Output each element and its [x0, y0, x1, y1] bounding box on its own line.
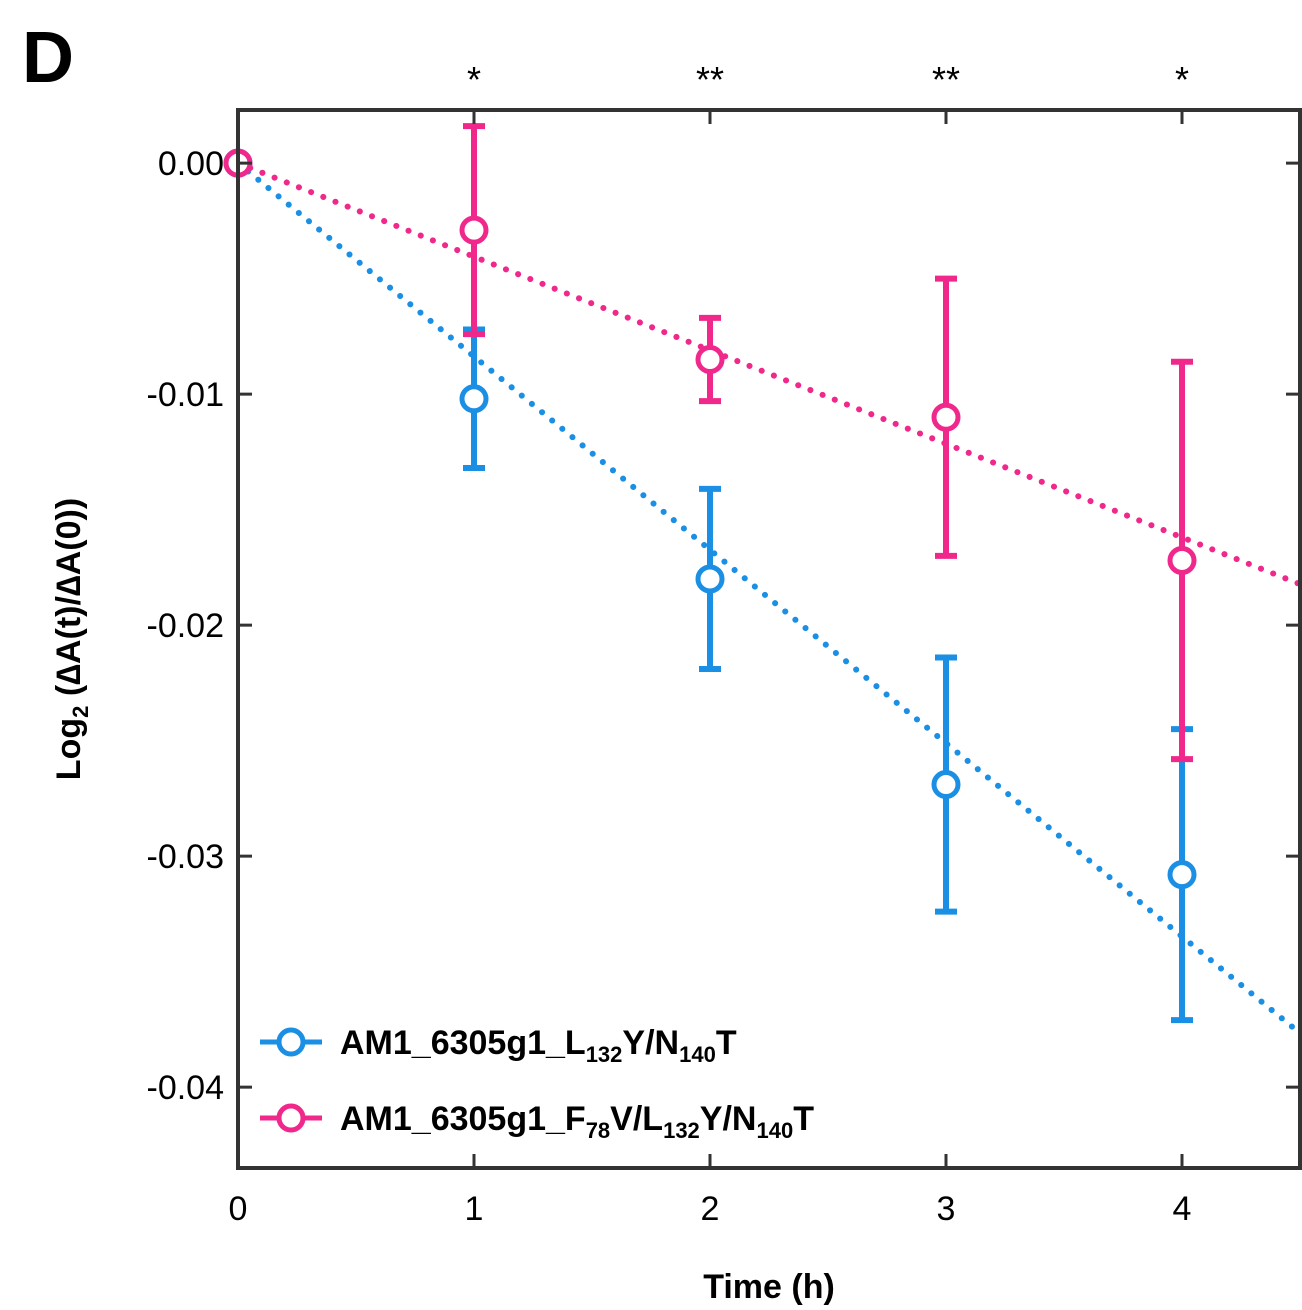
x-axis-title: Time (h) — [703, 1268, 835, 1306]
legend-label-part: 132 — [586, 1042, 623, 1067]
y-tick-label: -0.03 — [147, 838, 225, 876]
legend-label-part: Y/N — [700, 1100, 757, 1138]
legend-label-part: 132 — [663, 1118, 700, 1143]
significance-marker: ** — [932, 59, 960, 100]
legend-label-part: 78 — [586, 1118, 610, 1143]
y-axis: 0.00 -0.01 -0.02 -0.03 -0.04 — [147, 145, 1300, 1107]
y-axis-title-part: A(0)) — [50, 498, 88, 575]
significance-marker: * — [467, 59, 481, 100]
y-tick-label: -0.04 — [147, 1069, 225, 1107]
y-tick-label: 0.00 — [158, 145, 224, 183]
legend-marker — [276, 1103, 306, 1133]
legend-label-part: Y/N — [622, 1024, 679, 1062]
data-point — [459, 384, 489, 414]
y-tick-label: -0.01 — [147, 376, 225, 414]
data-point — [695, 564, 725, 594]
legend-label-part: 140 — [756, 1118, 793, 1143]
x-axis: 0 1 2 3 4 — [229, 110, 1192, 1228]
data-point — [695, 344, 725, 374]
y-axis-title: Log2 (∆A(t)/∆A(0)) — [50, 498, 93, 780]
legend-label: AM1_6305g1_L132Y/N140T — [340, 1024, 737, 1067]
x-tick-label: 1 — [465, 1190, 484, 1228]
fit-line-1 — [235, 160, 1302, 1037]
plot-frame — [236, 108, 1302, 1170]
legend-label-part: 140 — [679, 1042, 716, 1067]
significance-markers: * ** ** * — [467, 59, 1189, 100]
significance-marker: * — [1175, 59, 1189, 100]
data-point — [1167, 860, 1197, 890]
x-tick-label: 3 — [937, 1190, 956, 1228]
y-axis-title-part: ∆ — [50, 575, 88, 596]
legend-label-part: V/L — [610, 1100, 663, 1138]
y-tick-label: -0.02 — [147, 607, 225, 645]
y-axis-title-part: ∆ — [50, 664, 88, 685]
y-axis-title-part: ( — [50, 684, 88, 705]
legend-marker — [276, 1027, 306, 1057]
data-point — [931, 402, 961, 432]
panel-label: D — [22, 18, 74, 98]
fit-line-2 — [235, 160, 1302, 588]
data-point — [931, 770, 961, 800]
x-tick-label: 4 — [1173, 1190, 1192, 1228]
legend-label-part: T — [716, 1024, 737, 1062]
legend-label: AM1_6305g1_F78V/L132Y/N140T — [340, 1100, 814, 1143]
y-axis-title-part: A(t)/ — [50, 596, 88, 665]
legend-label-part: T — [793, 1100, 814, 1138]
data-point — [1167, 545, 1197, 575]
x-tick-label: 2 — [701, 1190, 720, 1228]
x-tick-label: 0 — [229, 1190, 248, 1228]
legend-label-part: AM1_6305g1_L — [340, 1024, 586, 1062]
legend-label-part: AM1_6305g1_F — [340, 1100, 586, 1138]
data-points — [223, 148, 1197, 890]
y-axis-title-part: 2 — [68, 706, 93, 718]
significance-marker: ** — [696, 59, 724, 100]
legend: AM1_6305g1_L132Y/N140TAM1_6305g1_F78V/L1… — [260, 1024, 814, 1143]
error-bars — [463, 123, 1193, 1024]
y-axis-title-part: Log — [50, 718, 88, 780]
fit-lines — [235, 160, 1302, 1037]
data-point — [459, 215, 489, 245]
